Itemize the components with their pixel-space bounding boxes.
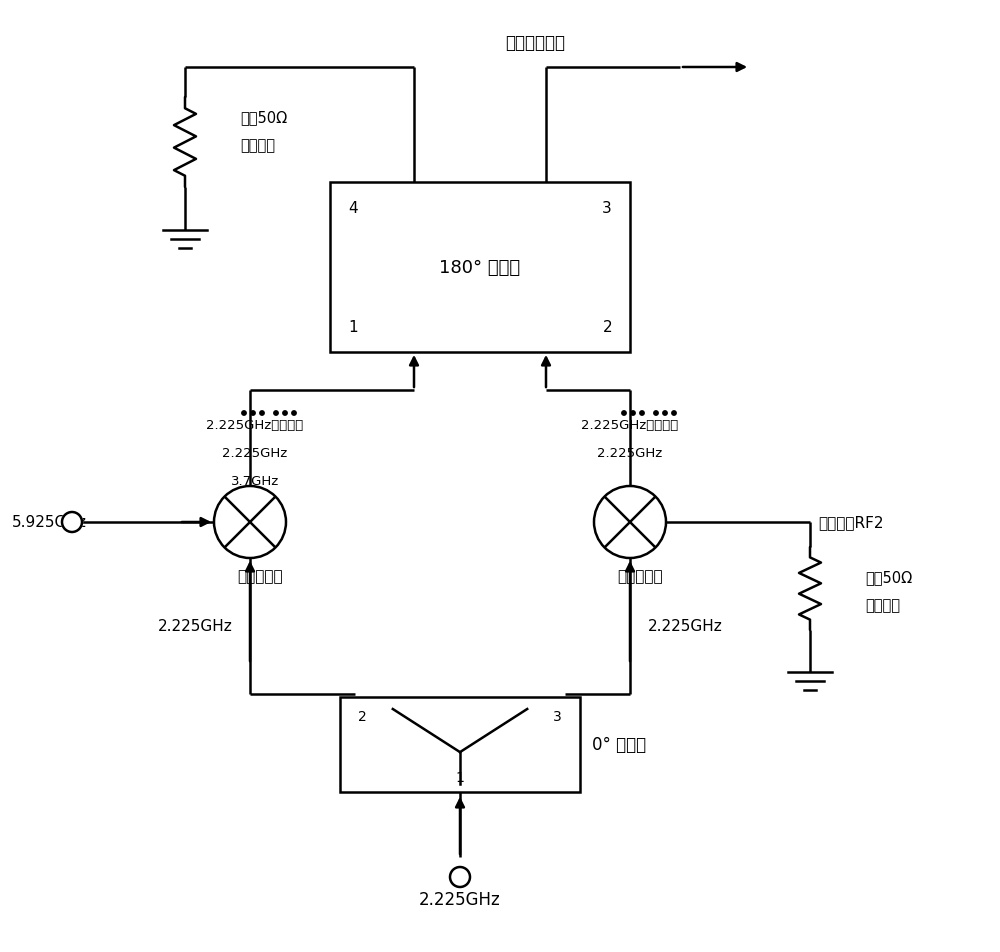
Circle shape — [622, 411, 626, 416]
Text: 2: 2 — [602, 320, 612, 335]
Circle shape — [640, 411, 644, 416]
Text: 3: 3 — [553, 709, 562, 724]
Text: 2.225GHz谐波信号: 2.225GHz谐波信号 — [581, 419, 679, 431]
Circle shape — [62, 512, 82, 532]
Text: 2.225GHz: 2.225GHz — [648, 619, 722, 634]
Text: 0° 功分器: 0° 功分器 — [592, 736, 646, 754]
Text: 第二混频器: 第二混频器 — [617, 569, 663, 584]
Text: 2.225GHz谐波信号: 2.225GHz谐波信号 — [206, 419, 304, 431]
Text: 2.225GHz: 2.225GHz — [597, 446, 663, 460]
Bar — [340, 697, 580, 792]
Circle shape — [251, 411, 255, 416]
Text: 4: 4 — [348, 201, 358, 216]
Circle shape — [283, 411, 287, 416]
Circle shape — [672, 411, 676, 416]
Text: 中频输出信号: 中频输出信号 — [505, 34, 565, 52]
Text: 第二50Ω: 第二50Ω — [240, 110, 287, 126]
Text: 3.7GHz: 3.7GHz — [231, 474, 279, 487]
Circle shape — [292, 411, 296, 416]
Text: 1: 1 — [348, 320, 358, 335]
Text: 匹配负载: 匹配负载 — [865, 597, 900, 612]
Text: 射频信号RF2: 射频信号RF2 — [818, 515, 884, 530]
Circle shape — [242, 411, 246, 416]
Circle shape — [450, 867, 470, 887]
Text: 180° 合成桥: 180° 合成桥 — [439, 259, 521, 277]
Text: 第一混频器: 第一混频器 — [237, 569, 283, 584]
Text: 5.925GHz: 5.925GHz — [12, 515, 87, 530]
Circle shape — [260, 411, 264, 416]
Bar — [330, 183, 630, 352]
Text: 第一50Ω: 第一50Ω — [865, 569, 912, 585]
Text: 2.225GHz: 2.225GHz — [222, 446, 288, 460]
Circle shape — [274, 411, 278, 416]
Circle shape — [654, 411, 658, 416]
Text: 2: 2 — [358, 709, 367, 724]
Circle shape — [631, 411, 635, 416]
Text: 匹配负载: 匹配负载 — [240, 138, 275, 153]
Text: 3: 3 — [602, 201, 612, 216]
Text: 1: 1 — [456, 770, 464, 784]
Text: 2.225GHz: 2.225GHz — [419, 890, 501, 908]
Circle shape — [663, 411, 667, 416]
Text: 2.225GHz: 2.225GHz — [158, 619, 232, 634]
